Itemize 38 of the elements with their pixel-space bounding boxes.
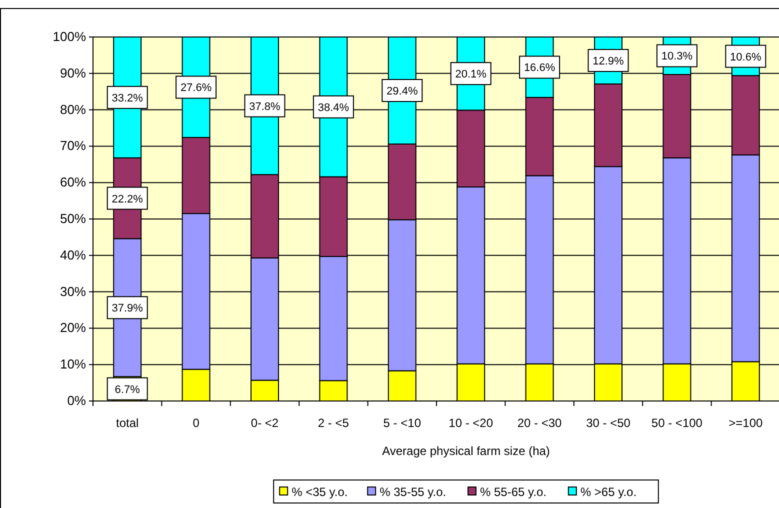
data-label: 27.6% — [180, 82, 212, 94]
y-tick-label: 70% — [60, 138, 86, 154]
x-tick-label: 0- <2 — [250, 416, 279, 430]
y-tick-label: 40% — [60, 247, 86, 262]
x-axis-title: Average physical farm size (ha) — [382, 444, 550, 458]
y-tick-label: 80% — [60, 102, 86, 117]
data-label: 12.9% — [592, 55, 624, 68]
y-tick-label: 90% — [60, 65, 86, 80]
legend-label: % <35 y.o. — [292, 485, 348, 499]
legend-label: % >65 y.o. — [580, 485, 637, 499]
x-tick-label: 30 - <50 — [586, 416, 631, 430]
data-label: 29.4% — [386, 86, 418, 98]
y-tick-label: 60% — [60, 174, 86, 190]
data-label: 20.1% — [455, 68, 487, 81]
x-tick-label: total — [116, 416, 139, 430]
x-tick-label: >=100 — [728, 416, 763, 430]
x-tick-label: 10 - <20 — [448, 416, 494, 430]
data-label: 22.2% — [112, 193, 144, 206]
data-label: 16.6% — [524, 62, 556, 74]
y-tick-label: 10% — [60, 356, 86, 372]
y-tick-label: 0% — [67, 393, 86, 408]
x-tick-label: 5 - <10 — [383, 416, 422, 430]
data-label: 38.4% — [318, 102, 350, 114]
y-tick-label: 50% — [60, 211, 86, 226]
data-label: 37.8% — [249, 100, 281, 113]
x-tick-label: 20 - <30 — [517, 416, 562, 430]
y-tick-label: 30% — [60, 284, 86, 299]
x-tick-label: 0 — [192, 416, 200, 430]
data-label: 33.2% — [112, 92, 144, 104]
data-label: 37.9% — [112, 302, 144, 315]
x-tick-label: 2 - <5 — [318, 416, 350, 430]
data-label: 10.6% — [730, 51, 762, 64]
legend-label: % 55-65 y.o. — [480, 485, 546, 499]
x-tick-label: 50 - <100 — [651, 416, 703, 430]
y-tick-label: 20% — [60, 320, 86, 336]
y-tick-label: 100% — [52, 29, 86, 44]
data-label: 10.3% — [661, 50, 693, 63]
legend-label: % 35-55 y.o. — [380, 485, 446, 499]
